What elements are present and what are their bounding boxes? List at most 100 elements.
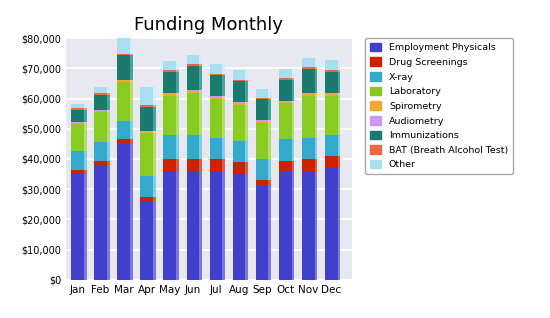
Bar [328,95,340,135]
Bar [97,93,109,95]
Bar [233,80,245,81]
Bar [71,174,84,280]
Bar [302,69,315,93]
Bar [305,69,317,93]
Bar [94,95,107,110]
Bar [143,87,156,105]
Bar [74,110,87,122]
Bar [325,93,338,94]
Bar [279,171,292,280]
Bar [305,138,317,159]
Bar [71,108,84,110]
Bar [189,91,202,93]
Bar [325,60,338,71]
Title: Funding Monthly: Funding Monthly [135,16,283,34]
Bar [117,144,130,280]
Bar [258,89,271,98]
Bar [256,99,268,120]
Bar [328,93,340,94]
Bar [117,139,130,144]
Bar [233,71,245,80]
Bar [166,72,179,93]
Bar [233,102,245,103]
Bar [256,186,268,280]
Legend: Employment Physicals, Drug Screenings, X-ray, Laboratory, Spirometry, Audiometry: Employment Physicals, Drug Screenings, X… [365,38,513,174]
Bar [325,135,338,156]
Bar [210,138,222,159]
Bar [163,72,176,93]
Bar [117,55,130,80]
Bar [258,99,271,120]
Bar [186,93,199,135]
Bar [117,36,130,54]
Bar [71,123,84,124]
Bar [120,121,133,139]
Bar [97,110,109,111]
Bar [97,95,109,110]
Bar [189,93,202,135]
Bar [258,123,271,159]
Bar [210,97,222,99]
Bar [189,135,202,159]
Bar [258,159,271,180]
Bar [97,111,109,112]
Bar [140,132,153,133]
Bar [325,71,338,72]
Bar [256,159,268,180]
Bar [210,75,222,96]
Bar [186,90,199,91]
Bar [328,72,340,93]
Bar [302,171,315,280]
Bar [166,171,179,280]
Bar [71,151,84,169]
Bar [71,110,84,122]
Bar [143,131,156,132]
Bar [235,174,248,280]
Bar [302,159,315,171]
Bar [140,105,153,107]
Bar [140,107,153,131]
Bar [328,71,340,72]
Bar [279,139,292,161]
Bar [97,165,109,280]
Bar [186,66,199,90]
Bar [328,60,340,71]
Bar [282,101,294,102]
Bar [189,171,202,280]
Bar [71,124,84,151]
Bar [97,112,109,142]
Bar [163,61,176,71]
Bar [325,72,338,93]
Bar [189,159,202,171]
Bar [94,87,107,93]
Bar [328,168,340,280]
Bar [282,102,294,103]
Bar [305,93,317,94]
Bar [279,161,292,171]
Bar [282,80,294,101]
Bar [189,90,202,91]
Bar [74,123,87,124]
Bar [233,105,245,141]
Bar [212,75,225,96]
Bar [140,201,153,280]
Bar [166,94,179,95]
Bar [120,82,133,121]
Bar [97,142,109,161]
Bar [143,197,156,201]
Bar [74,124,87,151]
Bar [212,73,225,75]
Bar [120,55,133,80]
Bar [235,71,248,80]
Bar [279,69,292,78]
Bar [279,80,292,101]
Bar [302,93,315,94]
Bar [117,121,130,139]
Bar [325,95,338,135]
Bar [74,122,87,123]
Bar [212,159,225,171]
Bar [235,105,248,141]
Bar [235,81,248,102]
Bar [279,101,292,102]
Bar [212,171,225,280]
